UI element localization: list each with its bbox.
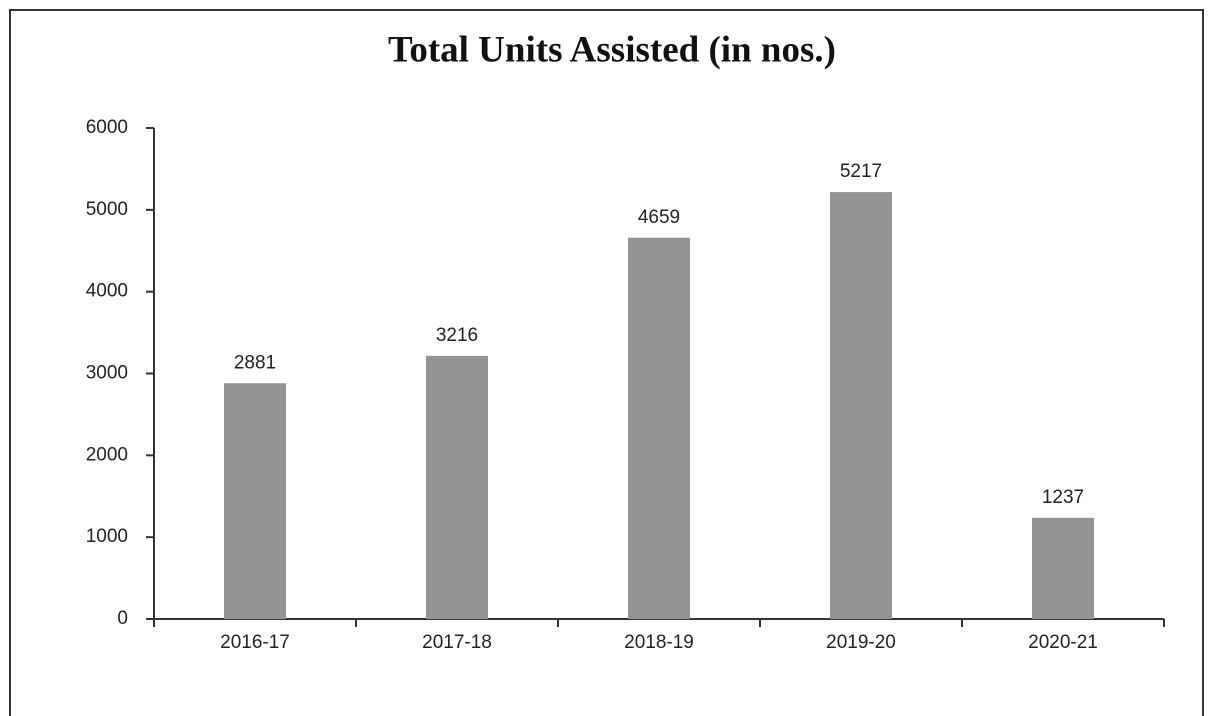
x-tick-label: 2020-21 [1028, 632, 1098, 653]
data-label: 3216 [436, 325, 478, 346]
bar [1032, 517, 1094, 619]
x-tick-label: 2018-19 [624, 632, 694, 653]
data-label: 5217 [840, 161, 882, 182]
data-label: 4659 [638, 207, 680, 228]
bar [628, 237, 690, 619]
chart-title: Total Units Assisted (in nos.) [388, 29, 836, 70]
data-label: 1237 [1042, 487, 1084, 508]
y-tick-label: 5000 [86, 199, 128, 220]
bar [224, 383, 286, 619]
x-tick-label: 2019-20 [826, 632, 896, 653]
y-tick-label: 2000 [86, 444, 128, 465]
frame [9, 9, 1204, 716]
y-tick-label: 0 [117, 608, 128, 629]
bar [426, 355, 488, 619]
x-tick-label: 2016-17 [220, 632, 290, 653]
y-tick-label: 6000 [86, 117, 128, 138]
x-tick-label: 2017-18 [422, 632, 492, 653]
y-tick-label: 3000 [86, 363, 128, 384]
bar [830, 192, 892, 619]
y-tick-label: 4000 [86, 281, 128, 302]
y-tick-label: 1000 [86, 526, 128, 547]
data-label: 2881 [234, 352, 276, 373]
